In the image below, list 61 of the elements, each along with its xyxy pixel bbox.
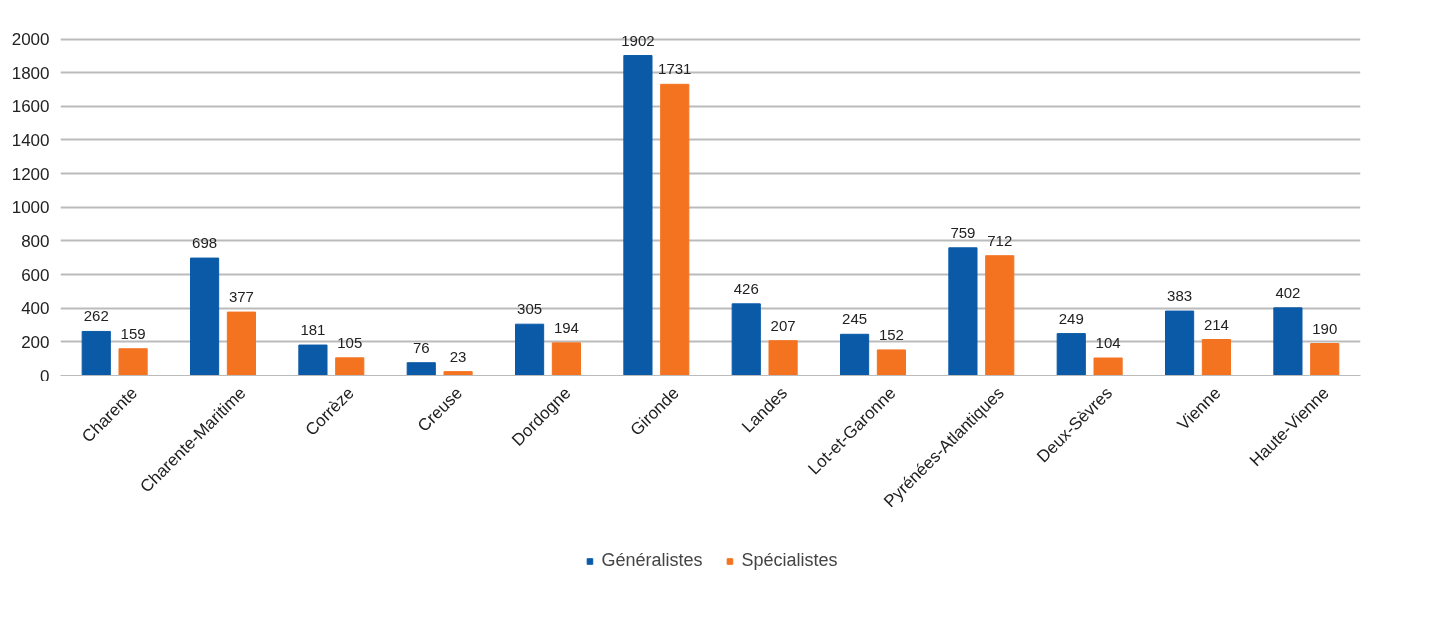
data-label: 194 bbox=[553, 318, 579, 336]
y-tick-label: 0 bbox=[40, 366, 50, 386]
data-label: 698 bbox=[192, 234, 218, 252]
bar bbox=[768, 340, 798, 376]
bar bbox=[118, 348, 148, 376]
bar bbox=[1273, 307, 1303, 376]
data-label: 105 bbox=[337, 333, 363, 351]
data-label: 23 bbox=[449, 347, 467, 365]
data-label: 402 bbox=[1275, 283, 1301, 301]
bar bbox=[551, 342, 581, 376]
y-tick-label: 200 bbox=[21, 332, 50, 352]
data-label: 377 bbox=[228, 288, 254, 306]
data-label: 383 bbox=[1167, 287, 1193, 305]
y-tick-label: 1000 bbox=[11, 198, 50, 218]
bar bbox=[406, 362, 436, 376]
bar bbox=[876, 349, 906, 376]
bar bbox=[335, 357, 365, 376]
y-tick-label: 1400 bbox=[11, 130, 50, 150]
data-label: 159 bbox=[120, 324, 146, 342]
bar bbox=[660, 83, 690, 376]
data-label: 214 bbox=[1203, 315, 1229, 333]
y-tick-label: 400 bbox=[21, 299, 50, 319]
data-label: 249 bbox=[1058, 309, 1084, 327]
y-tick-label: 1600 bbox=[11, 97, 50, 117]
data-label: 305 bbox=[517, 300, 543, 318]
bar bbox=[81, 330, 111, 376]
y-tick-label: 800 bbox=[21, 231, 50, 251]
bar bbox=[1201, 339, 1231, 376]
legend-label: Spécialistes bbox=[741, 550, 838, 571]
bar bbox=[623, 55, 653, 376]
data-label: 190 bbox=[1312, 319, 1338, 337]
data-label: 152 bbox=[878, 325, 904, 343]
bar bbox=[1093, 357, 1123, 376]
data-label: 181 bbox=[300, 321, 326, 339]
data-label: 76 bbox=[412, 338, 430, 356]
data-label: 1902 bbox=[621, 31, 655, 49]
bar bbox=[190, 257, 220, 376]
bar bbox=[731, 303, 761, 376]
y-tick-label: 1200 bbox=[11, 164, 50, 184]
bar bbox=[1056, 333, 1086, 376]
bar bbox=[985, 255, 1015, 376]
data-label: 759 bbox=[950, 223, 976, 241]
data-label: 426 bbox=[733, 279, 759, 297]
data-label: 207 bbox=[770, 316, 796, 334]
data-label: 712 bbox=[987, 231, 1013, 249]
bar bbox=[226, 311, 256, 376]
y-tick-label: 1800 bbox=[11, 63, 50, 83]
bar bbox=[948, 247, 978, 376]
data-label: 245 bbox=[842, 310, 868, 328]
legend-label: Généralistes bbox=[601, 550, 703, 571]
data-label: 104 bbox=[1095, 334, 1121, 351]
data-label: 262 bbox=[83, 307, 109, 325]
bar bbox=[298, 344, 328, 376]
bar bbox=[1165, 310, 1195, 376]
bar bbox=[1310, 343, 1340, 376]
bar bbox=[515, 323, 545, 376]
data-label: 1731 bbox=[658, 60, 692, 78]
y-tick-label: 600 bbox=[21, 265, 50, 285]
y-tick-label: 2000 bbox=[11, 30, 50, 50]
bar bbox=[840, 333, 870, 376]
bar bbox=[443, 371, 473, 376]
